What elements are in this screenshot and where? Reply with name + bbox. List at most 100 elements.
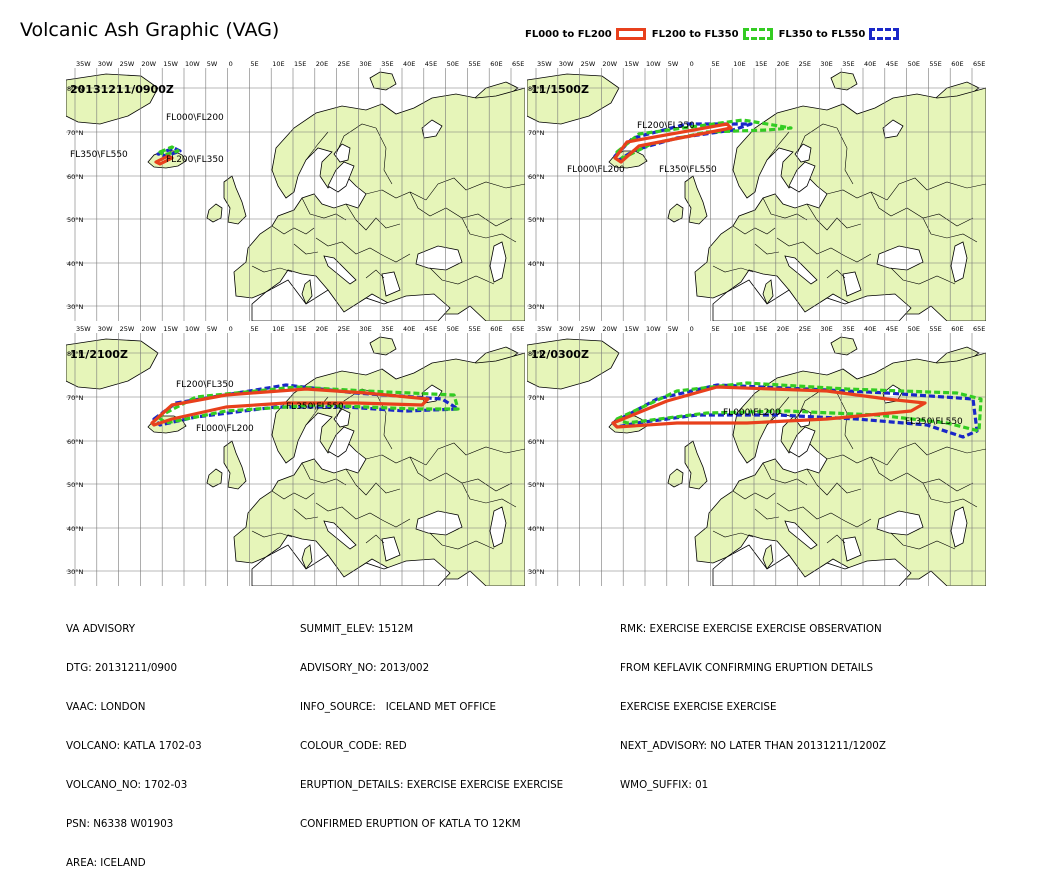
- inland-sea: [415, 510, 463, 536]
- lon-tick-label: 30W: [559, 325, 574, 333]
- inland-sea: [950, 241, 968, 283]
- country-border: [762, 462, 808, 486]
- plume-level-label: FL000\FL200: [196, 424, 254, 434]
- legend-swatch-fl000-fl200: [615, 28, 646, 40]
- lon-tick-label: 35E: [381, 325, 393, 333]
- country-border: [836, 127, 854, 185]
- country-border: [429, 267, 495, 285]
- lon-tick-label: 5E: [250, 60, 258, 68]
- advisory-line: ADVISORY_NO: 2013/002: [300, 662, 430, 674]
- lon-tick-label: 10E: [733, 60, 745, 68]
- inland-sea: [381, 271, 401, 297]
- inland-sea: [876, 510, 924, 536]
- lon-tick-label: 50E: [447, 60, 459, 68]
- lon-tick-label: 20W: [602, 325, 617, 333]
- map-svg: 35W 30W 25W 20W 15W 10W 5W 0 5E 10E 15E 20E 25E 30E 35…: [66, 58, 525, 321]
- plume-fl000-fl200: [150, 387, 430, 427]
- panel-time-label: 11/1500Z: [531, 83, 589, 96]
- country-border: [293, 508, 319, 520]
- graticule: [527, 58, 986, 321]
- plume-level-label: FL000\FL200: [166, 113, 224, 123]
- lat-tick-label: 30°N: [67, 303, 84, 311]
- country-border: [762, 197, 808, 221]
- lon-tick-label: 15E: [755, 60, 767, 68]
- plume-level-label: FL000\FL200: [567, 165, 625, 175]
- country-border: [766, 396, 790, 426]
- lon-tick-label: 40E: [864, 60, 876, 68]
- lon-tick-label: 25E: [338, 60, 350, 68]
- lon-tick-label: 5W: [668, 60, 679, 68]
- advisory-line: INFO_SOURCE: ICELAND MET OFFICE: [300, 701, 497, 713]
- landmass: [206, 468, 223, 488]
- page-title: Volcanic Ash Graphic (VAG): [20, 19, 280, 41]
- lon-tick-label: 50E: [447, 325, 459, 333]
- lon-tick-label: 0: [690, 60, 694, 68]
- landmass: [684, 175, 708, 225]
- country-border: [806, 468, 862, 496]
- lat-tick-label: 60°N: [67, 438, 84, 446]
- lon-tick-label: 15E: [755, 325, 767, 333]
- lat-tick-label: 80°N: [67, 350, 84, 358]
- lat-tick-label: 50°N: [67, 481, 84, 489]
- lon-tick-label: 15W: [624, 325, 639, 333]
- map-svg: 35W 30W 25W 20W 15W 10W 5W 0 5E 10E 15E 20E 25E 30E 35…: [527, 58, 986, 321]
- legend-label-fl350-fl550: FL350 to FL550: [778, 28, 866, 40]
- lat-tick-label: 30°N: [528, 303, 545, 311]
- lat-tick-label: 70°N: [528, 129, 545, 137]
- map-panel-4: 35W 30W 25W 20W 15W 10W 5W 0 5E 10E 15E 20E 25E 30E 35…: [527, 323, 986, 586]
- advisory-line: CONFIRMED ERUPTION OF KATLA TO 12KM: [300, 818, 521, 830]
- lon-label-strip: [66, 58, 525, 68]
- landmass: [301, 544, 313, 570]
- lon-tick-label: 5E: [711, 325, 719, 333]
- country-border: [315, 237, 385, 257]
- lon-tick-label: 65E: [512, 325, 524, 333]
- lon-tick-label: 5W: [207, 325, 218, 333]
- inland-sea: [415, 245, 463, 271]
- lon-tick-label: 20W: [141, 60, 156, 68]
- lon-tick-label: 30E: [820, 60, 832, 68]
- lon-tick-label: 50E: [908, 325, 920, 333]
- country-border: [844, 518, 872, 528]
- lon-tick-label: 55E: [929, 325, 941, 333]
- advisory-column-2: SUMMIT_ELEV: 1512M ADVISORY_NO: 2013/002…: [300, 597, 563, 844]
- map-svg: 35W 30W 25W 20W 15W 10W 5W 0 5E 10E 15E 20E 25E 30E 35…: [66, 323, 525, 586]
- advisory-line: NEXT_ADVISORY: NO LATER THAN 20131211/12…: [620, 740, 886, 752]
- lat-tick-label: 50°N: [528, 481, 545, 489]
- country-border: [826, 534, 846, 544]
- landmass: [206, 203, 223, 223]
- country-border: [712, 265, 754, 273]
- plume-level-label: FL350\FL550: [70, 150, 128, 160]
- country-border: [890, 532, 956, 550]
- lon-tick-label: 25E: [338, 325, 350, 333]
- map-svg: 35W 30W 25W 20W 15W 10W 5W 0 5E 10E 15E 20E 25E 30E 35…: [527, 323, 986, 586]
- lon-tick-label: 5W: [207, 60, 218, 68]
- graticule: [527, 323, 986, 586]
- lon-tick-label: 5W: [668, 325, 679, 333]
- lon-tick-label: 25W: [120, 325, 135, 333]
- country-border: [315, 502, 385, 522]
- lon-tick-label: 10E: [272, 325, 284, 333]
- lon-tick-label: 40E: [403, 60, 415, 68]
- plume-level-label: FL200\FL350: [176, 380, 234, 390]
- country-border: [844, 253, 872, 263]
- advisory-line: WMO_SUFFIX: 01: [620, 779, 709, 791]
- borders-group: [251, 123, 525, 285]
- legend-swatch-fl200-fl350: [742, 28, 773, 40]
- plume-fl350-fl550: [613, 122, 753, 162]
- country-border: [836, 392, 854, 450]
- borders-group: [712, 388, 986, 550]
- advisory-line: RMK: EXERCISE EXERCISE EXERCISE OBSERVAT…: [620, 623, 882, 635]
- lat-tick-label: 70°N: [528, 394, 545, 402]
- inland-sea: [333, 143, 351, 163]
- lon-tick-label: 30E: [359, 60, 371, 68]
- lat-tick-label: 50°N: [67, 216, 84, 224]
- advisory-column-3: RMK: EXERCISE EXERCISE EXERCISE OBSERVAT…: [620, 597, 886, 805]
- lon-tick-label: 20E: [777, 60, 789, 68]
- country-border: [271, 225, 315, 235]
- plume-fl000-fl200: [613, 122, 733, 164]
- panel-time-label: 12/0300Z: [531, 348, 589, 361]
- lon-tick-label: 30W: [98, 325, 113, 333]
- landmass: [66, 73, 159, 125]
- lon-tick-label: 35W: [76, 325, 91, 333]
- lon-tick-label: 25W: [581, 325, 596, 333]
